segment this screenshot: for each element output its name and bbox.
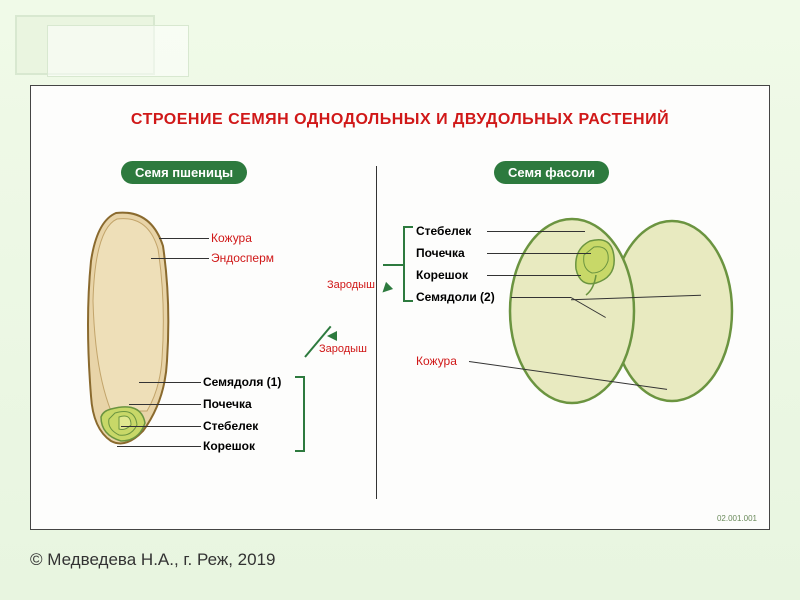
leader-line (117, 446, 201, 447)
label-zarodysh-bean: Зародыш (327, 279, 375, 291)
label-stebelek-wheat: Стебелек (203, 419, 258, 433)
label-pochechka-bean: Почечка (416, 246, 465, 260)
leader-line (129, 404, 201, 405)
decoration-panel (15, 15, 155, 75)
leader-line (487, 275, 581, 276)
label-koreshok-wheat: Корешок (203, 439, 255, 453)
bean-seed-illustration (494, 201, 744, 451)
leader-line (511, 297, 571, 298)
bracket-stem (383, 264, 403, 266)
label-semyadolya-wheat: Семядоля (1) (203, 375, 281, 389)
label-endosperm: Эндосперм (211, 251, 274, 265)
diagram-panel: СТРОЕНИЕ СЕМЯН ОДНОДОЛЬНЫХ И ДВУДОЛЬНЫХ … (30, 85, 770, 530)
reference-code: 02.001.001 (717, 514, 757, 523)
label-pochechka-wheat: Почечка (203, 397, 252, 411)
bean-seed-badge: Семя фасоли (494, 161, 609, 184)
copyright-text: © Медведева Н.А., г. Реж, 2019 (30, 550, 276, 570)
embryo-bracket-wheat (295, 376, 305, 452)
label-kozhura-wheat: Кожура (211, 231, 252, 245)
label-zarodysh-wheat: Зародыш (319, 343, 367, 355)
leader-line (159, 238, 209, 239)
embryo-bracket-bean (403, 226, 413, 302)
vertical-divider (376, 166, 377, 499)
leader-line (151, 258, 209, 259)
label-koreshok-bean: Корешок (416, 268, 468, 282)
wheat-seed-badge: Семя пшеницы (121, 161, 247, 184)
arrow-icon (379, 282, 393, 296)
leader-line (139, 382, 201, 383)
leader-line (487, 231, 585, 232)
arrow-icon (327, 331, 337, 341)
main-title: СТРОЕНИЕ СЕМЯН ОДНОДОЛЬНЫХ И ДВУДОЛЬНЫХ … (31, 111, 769, 129)
leader-line (487, 253, 591, 254)
label-stebelek-bean: Стебелек (416, 224, 471, 238)
label-kozhura-bean: Кожура (416, 354, 457, 368)
label-semyadoli-bean: Семядоли (2) (416, 290, 495, 304)
leader-line (121, 426, 201, 427)
